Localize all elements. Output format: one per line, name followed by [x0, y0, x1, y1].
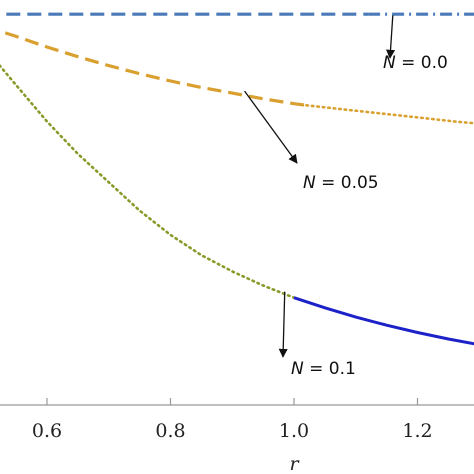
annotation-value: = 0.1: [304, 359, 356, 379]
x-ticks: 0.6 0.8 1.0 1.2: [32, 398, 433, 442]
annotation-arrow: [385, 15, 396, 59]
annotation-label: N = 0.05: [303, 173, 379, 193]
annotation-arrows: [244, 15, 396, 358]
series-line-1-segment-1: [305, 104, 474, 125]
x-tick-label: 0.8: [155, 420, 185, 442]
annotation-variable: N: [291, 359, 304, 379]
x-axis-title: r: [289, 453, 300, 474]
series-layer: [0, 12, 474, 346]
annotation-label: N = 0.1: [291, 359, 356, 379]
annotation-label: N = 0.0: [383, 53, 448, 73]
series-line-2-segment-0: [0, 64, 296, 299]
x-tick-label: 1.0: [279, 420, 309, 442]
series-line-1-segment-0: [0, 29, 307, 107]
annotation-variable: N: [303, 173, 316, 193]
annotation-arrow: [244, 90, 298, 164]
x-tick-label: 0.6: [32, 420, 62, 442]
annotation-value: = 0.0: [396, 53, 448, 73]
annotation-arrow: [278, 291, 288, 358]
series-line-3-segment-0: [293, 296, 474, 346]
annotation-labels: N = 0.0N = 0.05N = 0.1: [291, 53, 448, 379]
x-tick-label: 1.2: [402, 420, 432, 442]
annotation-variable: N: [383, 53, 396, 73]
annotation-value: = 0.05: [316, 173, 379, 193]
